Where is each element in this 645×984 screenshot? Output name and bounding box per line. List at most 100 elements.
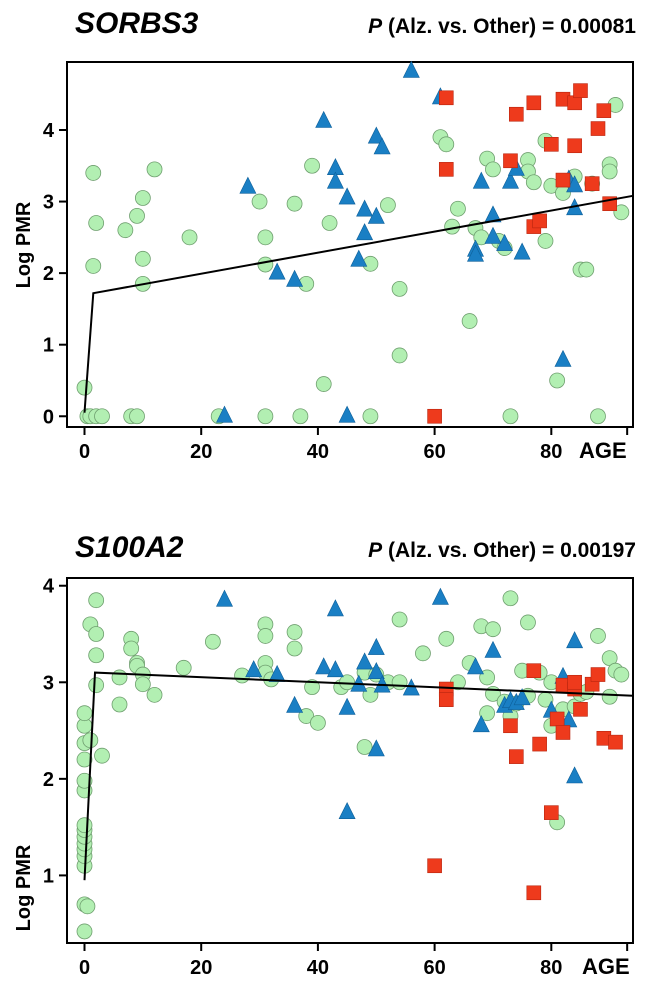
data-point-circle xyxy=(111,696,128,713)
data-point-triangle xyxy=(356,223,374,241)
data-point-triangle xyxy=(356,652,374,670)
data-point-circle xyxy=(134,190,151,206)
data-point-triangle xyxy=(268,664,286,682)
data-point-square xyxy=(526,95,542,111)
data-point-triangle xyxy=(484,640,502,658)
data-point-circle xyxy=(79,898,96,915)
data-point-square xyxy=(508,749,524,764)
data-point-triangle xyxy=(326,660,344,678)
data-point-circle xyxy=(257,408,274,425)
data-point-triangle xyxy=(350,249,368,267)
data-point-circle xyxy=(88,647,105,664)
x-tick-label: 20 xyxy=(190,441,212,463)
data-point-circle xyxy=(502,408,519,425)
data-point-square xyxy=(573,702,588,717)
data-point-triangle xyxy=(402,60,420,78)
data-point-circle xyxy=(590,628,606,644)
data-point-square xyxy=(503,718,518,734)
data-point-circle xyxy=(613,204,630,221)
data-point-triangle xyxy=(467,244,484,262)
data-point-square xyxy=(544,805,559,820)
data-point-circle xyxy=(257,256,274,273)
data-point-circle xyxy=(362,408,379,425)
data-point-triangle xyxy=(472,715,490,733)
data-point-triangle xyxy=(566,631,584,649)
data-point-triangle xyxy=(367,662,385,680)
data-point-triangle xyxy=(239,176,257,194)
data-point-square xyxy=(573,83,588,98)
data-point-circle xyxy=(613,666,630,683)
data-point-triangle xyxy=(326,599,344,617)
data-point-triangle xyxy=(431,587,449,605)
data-point-circle xyxy=(601,688,618,705)
data-point-circle xyxy=(175,659,192,676)
data-point-circle xyxy=(391,611,408,628)
data-point-circle xyxy=(88,677,105,694)
chart-title-sorbs3: SORBS3 xyxy=(75,7,199,40)
data-point-circle xyxy=(117,222,134,239)
x-axis-label-s100a2: AGE xyxy=(582,954,630,979)
data-point-square xyxy=(526,663,542,678)
data-point-circle xyxy=(134,250,151,267)
data-point-circle xyxy=(461,313,478,329)
data-point-circle xyxy=(88,626,105,642)
data-point-circle xyxy=(76,923,93,940)
x-tick-label: 60 xyxy=(423,441,445,463)
panel-sorbs3: SORBS3 P (Alz. vs. Other) = 0.00081 0 1 2 3… xyxy=(13,7,636,463)
trend-line xyxy=(83,671,634,881)
data-point-circle xyxy=(502,590,519,607)
data-point-triangle xyxy=(286,269,304,287)
data-point-square xyxy=(438,90,454,106)
data-point-triangle xyxy=(367,206,385,224)
chart-subtitle-sorbs3: P (Alz. vs. Other) = 0.00081 xyxy=(368,15,636,38)
data-point-square xyxy=(590,667,606,682)
data-point-triangle xyxy=(268,262,286,280)
data-point-circle xyxy=(76,817,93,834)
data-point-triangle xyxy=(472,171,490,189)
data-point-circle xyxy=(356,739,373,755)
x-axis-label-sorbs3: AGE xyxy=(579,438,627,463)
data-point-circle xyxy=(549,372,566,389)
data-point-circle xyxy=(146,686,163,703)
data-point-circle xyxy=(292,408,309,425)
data-point-circle xyxy=(85,258,102,274)
data-point-circle xyxy=(286,640,303,657)
data-point-square xyxy=(544,137,559,152)
data-point-circle xyxy=(257,628,274,644)
data-point-triangle xyxy=(315,657,333,675)
y-tick-label: 2 xyxy=(43,263,54,285)
data-point-circle xyxy=(129,207,145,224)
data-point-triangle xyxy=(356,199,374,217)
data-point-circle xyxy=(380,197,396,214)
data-point-triangle xyxy=(367,126,385,144)
trend-line xyxy=(83,194,634,413)
data-point-circle xyxy=(76,772,93,789)
data-point-triangle xyxy=(566,766,584,784)
data-point-triangle xyxy=(338,802,356,820)
data-point-square xyxy=(596,103,612,118)
data-point-circle xyxy=(129,408,145,425)
y-tick-label: 4 xyxy=(43,576,55,598)
data-point-circle xyxy=(304,157,320,174)
data-point-triangle xyxy=(338,405,356,423)
data-point-circle xyxy=(590,408,606,425)
data-point-square xyxy=(555,725,571,740)
y-tick-label: 1 xyxy=(43,335,54,357)
data-point-triangle xyxy=(286,695,304,713)
data-point-circle xyxy=(286,195,303,212)
data-point-triangle xyxy=(502,171,519,189)
data-point-circle xyxy=(111,669,128,686)
data-point-circle xyxy=(181,229,198,246)
data-point-circle xyxy=(415,645,431,662)
data-point-circle xyxy=(537,233,554,249)
data-point-triangle xyxy=(245,660,263,678)
data-point-triangle xyxy=(326,171,344,189)
data-point-square xyxy=(584,176,600,191)
x-tick-label: 80 xyxy=(540,957,562,979)
data-point-square xyxy=(590,121,606,136)
data-point-square xyxy=(508,106,524,122)
data-point-square xyxy=(427,858,442,874)
data-point-circle xyxy=(88,592,105,609)
